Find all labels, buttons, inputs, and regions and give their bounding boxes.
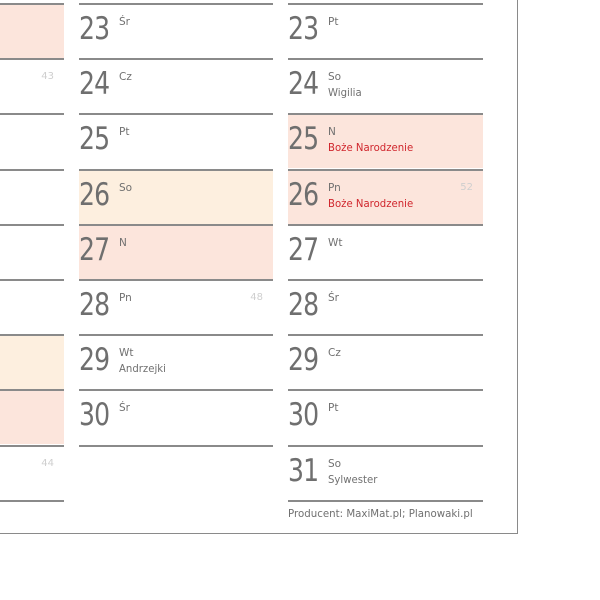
day-number: 30 (288, 397, 319, 434)
day-number: 30 (79, 397, 110, 434)
day-row (0, 113, 64, 168)
day-row: 31 So Sylwester (288, 444, 483, 500)
day-number: 23 (79, 11, 110, 47)
day-number: 24 (79, 66, 110, 103)
calendar-page (0, 0, 518, 534)
weekday-label: Śr (328, 292, 339, 304)
holiday-name: Wigilia (328, 86, 362, 100)
day-row: 24 So Wigilia (288, 58, 483, 113)
day-row: 28 Śr (288, 279, 483, 334)
weekday-label: Cz (119, 71, 132, 84)
day-row: 26 Pn Boże Narodzenie 52 (288, 168, 483, 224)
day-row (0, 334, 64, 390)
day-row: 29 Cz (288, 334, 483, 389)
day-row: 43 (0, 58, 64, 113)
day-number: 23 (288, 11, 319, 47)
week-number: 48 (250, 292, 263, 303)
day-number: 26 (79, 176, 110, 213)
day-row: 27 N (79, 223, 273, 279)
day-number: 24 (288, 66, 319, 103)
row-divider (288, 499, 483, 502)
day-row (0, 223, 64, 279)
weekday-label: Pn (119, 292, 132, 304)
day-number: 25 (79, 121, 110, 158)
day-row: 30 Śr (79, 389, 273, 444)
day-number: 28 (79, 287, 110, 323)
week-number: 52 (460, 181, 473, 193)
weekday-label: N (328, 126, 336, 139)
holiday-name: Boże Narodzenie (328, 196, 414, 210)
producer-footer: Producent: MaxiMat.pl; Planowaki.pl (288, 507, 473, 520)
weekday-label: Pt (328, 16, 339, 28)
weekday-label: Wt (328, 236, 343, 249)
day-row: 27 Wt (288, 223, 483, 279)
day-row: 30 Pt (288, 389, 483, 444)
weekday-label: Pt (119, 126, 130, 139)
day-number: 27 (79, 231, 110, 268)
weekday-label: So (328, 457, 342, 470)
weekday-label: Śr (119, 16, 130, 28)
row-divider (0, 499, 64, 502)
day-number: 29 (79, 342, 110, 379)
weekday-label: Cz (328, 347, 341, 360)
weekday-label: Pn (328, 181, 341, 194)
day-row (0, 168, 64, 224)
weekday-label: N (119, 236, 127, 249)
day-row (0, 389, 64, 445)
day-number: 29 (288, 342, 319, 379)
day-row: 29 Wt Andrzejki (79, 334, 273, 389)
day-number: 28 (288, 287, 319, 323)
day-row (0, 3, 64, 58)
day-row: 24 Cz (79, 58, 273, 113)
week-number: 44 (41, 457, 54, 469)
weekday-label: Wt (119, 347, 134, 360)
week-number: 43 (41, 71, 54, 83)
day-row: 44 (0, 444, 64, 500)
row-divider (79, 444, 273, 447)
day-row: 23 Pt (288, 3, 483, 58)
day-row: 25 Pt (79, 113, 273, 168)
day-number: 26 (288, 176, 319, 213)
weekday-label: So (119, 181, 133, 194)
weekday-label: Śr (119, 402, 130, 415)
weekday-label: Pt (328, 402, 339, 415)
weekday-label: So (328, 71, 342, 84)
day-number: 31 (288, 452, 319, 489)
day-row: 25 N Boże Narodzenie (288, 113, 483, 169)
day-row: 23 Śr (79, 3, 273, 58)
day-number: 25 (288, 121, 319, 158)
holiday-name: Andrzejki (119, 362, 166, 376)
holiday-name: Boże Narodzenie (328, 141, 414, 155)
day-row: 26 So (79, 168, 273, 224)
day-number: 27 (288, 231, 319, 268)
holiday-name: Sylwester (328, 472, 378, 486)
day-row: 28 Pn 48 (79, 279, 273, 334)
day-row (0, 279, 64, 334)
